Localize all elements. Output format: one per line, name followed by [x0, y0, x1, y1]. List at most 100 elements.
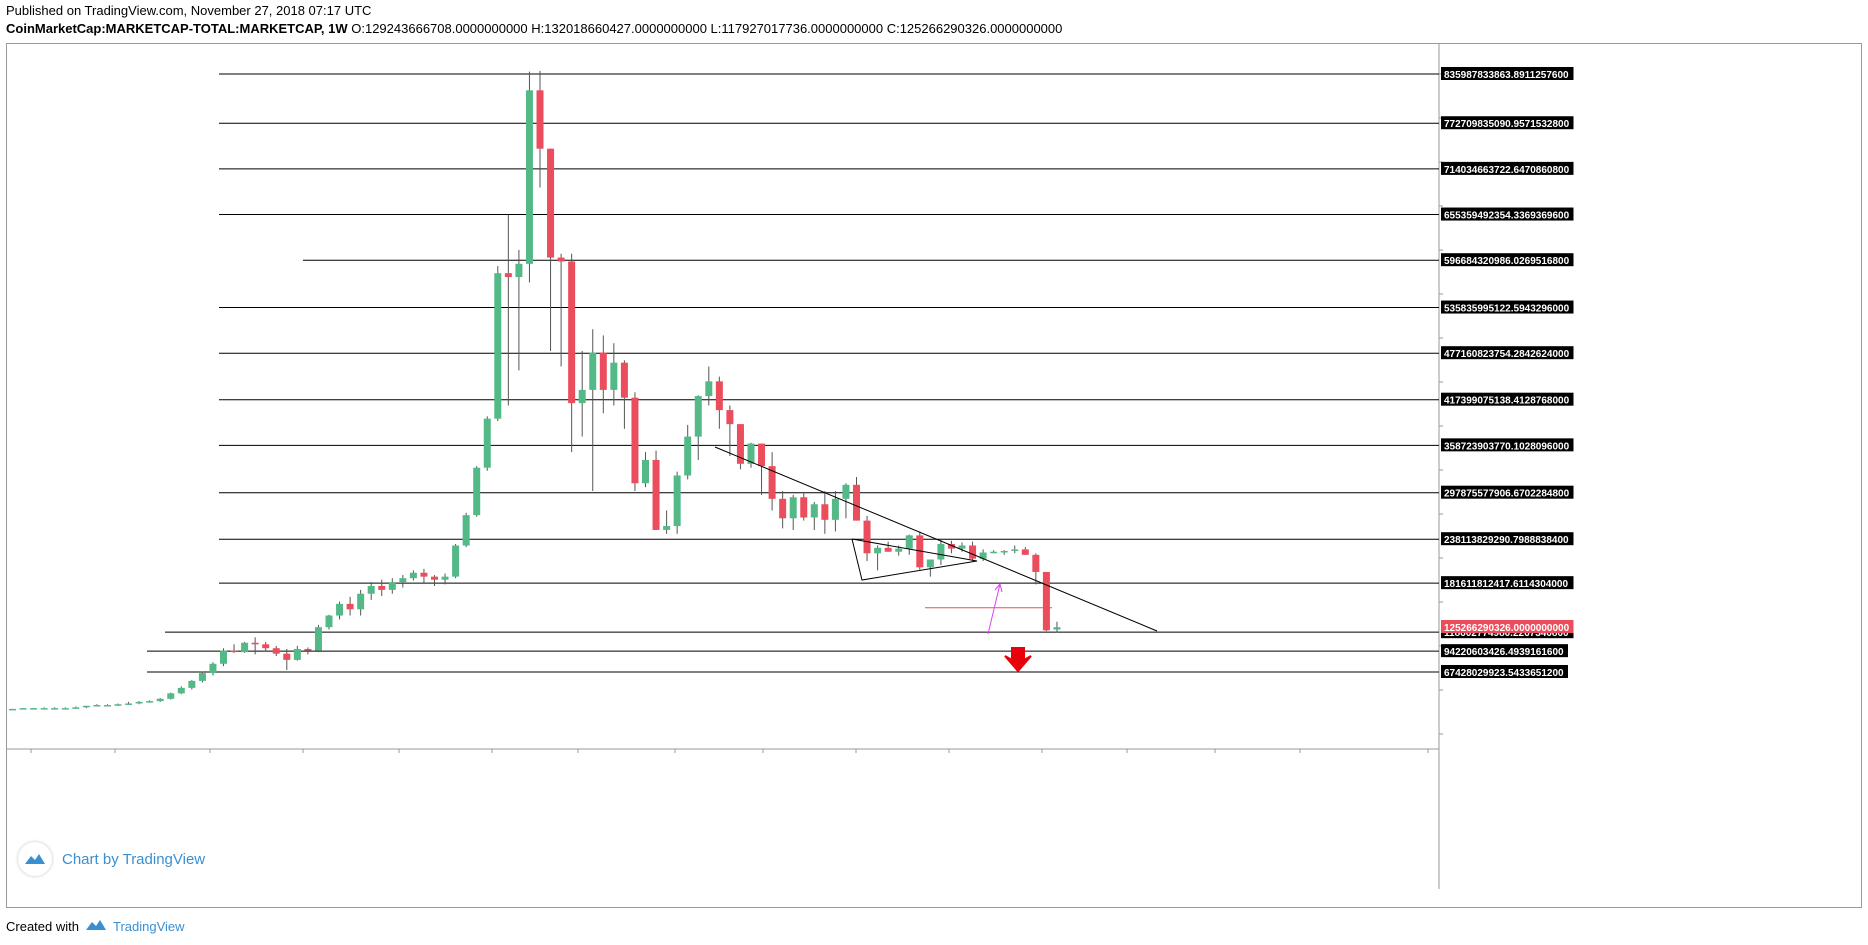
tradingview-link[interactable]: TradingView	[112, 919, 185, 934]
candle-body	[905, 535, 913, 549]
candle-body	[209, 663, 217, 674]
candle-body	[272, 648, 280, 654]
candle-body	[51, 708, 59, 710]
published-info: Published on TradingView.com, November 2…	[6, 3, 372, 18]
candle-body	[589, 352, 597, 390]
candle-body	[125, 703, 133, 705]
current-price-label: 125266290326.0000000000	[1444, 623, 1570, 634]
candle-body	[726, 410, 734, 425]
candle-body	[251, 642, 259, 645]
watermark-label: Chart by TradingView	[62, 850, 206, 868]
price-level-label-bg	[1441, 67, 1574, 80]
footer: Created with TradingView	[6, 918, 185, 935]
candle-body	[652, 459, 660, 530]
candle-body	[673, 475, 681, 527]
candle-body	[947, 543, 955, 549]
candle-body	[831, 498, 839, 520]
candle-body	[1042, 571, 1050, 631]
price-level-label: 417399075138.4128768000	[1444, 396, 1570, 407]
candle-body	[990, 551, 998, 554]
price-level-label: 535835995122.5943296000	[1444, 304, 1570, 315]
candle-body	[82, 705, 90, 708]
price-level-label: 238113829290.7988838400	[1444, 535, 1569, 546]
price-level-label: 596684320986.0269516800	[1444, 256, 1570, 267]
triangle-pattern	[851, 538, 978, 581]
candle-body	[631, 397, 639, 484]
price-level-label-bg	[1441, 576, 1574, 590]
price-level-label-bg	[1441, 392, 1574, 406]
candle-body	[874, 547, 882, 554]
chart-frame[interactable]: 835987833863.8911257600 772709835090.9571…	[6, 43, 1862, 908]
candle-body	[694, 396, 702, 437]
candle-body	[863, 520, 871, 554]
candle-body	[441, 576, 449, 580]
current-price-label-bg	[1441, 619, 1574, 633]
candle-body	[663, 526, 671, 530]
candle-body	[230, 650, 238, 653]
candle-body	[705, 381, 713, 397]
candle-body	[768, 466, 776, 499]
price-level-label: 67428029923.5433651200	[1444, 668, 1564, 679]
symbol-line: CoinMarketCap:MARKETCAP-TOTAL:MARKETCAP,…	[6, 21, 1062, 36]
candle-body	[926, 559, 934, 568]
price-level-label: 835987833863.8911257600	[1444, 70, 1569, 81]
candle-body	[420, 572, 428, 577]
candle-body	[747, 443, 755, 464]
candle-body	[336, 603, 344, 616]
candle-body	[357, 593, 365, 610]
price-level-label-bg	[1441, 346, 1574, 360]
candle-body	[241, 642, 249, 653]
candle-body	[937, 543, 945, 560]
candle-body	[177, 687, 185, 694]
candle-body	[1053, 627, 1061, 630]
price-chart[interactable]: 835987833863.8911257600 772709835090.9571…	[7, 44, 1863, 909]
projection-arrow-head	[994, 582, 1003, 593]
candle-body	[409, 572, 417, 579]
candle-body	[367, 585, 375, 594]
candle-body	[758, 443, 766, 467]
candle-body	[198, 673, 206, 681]
symbol-name: CoinMarketCap:MARKETCAP-TOTAL:MARKETCAP,…	[6, 21, 348, 36]
candle-body	[1021, 549, 1029, 555]
candle-body	[156, 698, 164, 702]
candle-body	[715, 381, 723, 411]
candle-body	[314, 627, 322, 651]
candle-body	[9, 708, 16, 711]
candle-body	[853, 484, 860, 521]
candle-body	[135, 701, 143, 704]
candle-body	[293, 648, 301, 660]
candle-body	[494, 273, 502, 419]
candle-body	[220, 650, 227, 664]
price-level-label-bg	[1441, 532, 1574, 546]
candle-body	[40, 708, 48, 710]
candle-body	[399, 578, 407, 583]
down-arrow-icon	[1004, 647, 1032, 673]
candle-body	[810, 504, 818, 518]
candle-body	[515, 263, 523, 278]
created-with-label: Created with	[6, 919, 79, 934]
candle-body	[568, 261, 576, 404]
price-level-label: 94220603426.4939161600	[1444, 647, 1564, 658]
candle-body	[114, 704, 122, 706]
candle-body	[779, 498, 787, 519]
candle-body	[262, 644, 270, 649]
candle-body	[789, 497, 797, 519]
candle-body	[72, 707, 80, 709]
tradingview-logo-icon	[18, 842, 52, 876]
candle-body	[1032, 554, 1040, 572]
candle-body	[536, 90, 544, 149]
candle-body	[610, 362, 618, 390]
chart-watermark[interactable]: Chart by TradingView	[18, 842, 205, 876]
candle-body	[895, 548, 903, 552]
candle-body	[462, 515, 470, 546]
price-level-label-bg	[1441, 644, 1568, 658]
candle-body	[842, 484, 850, 499]
candle-body	[103, 705, 111, 707]
candle-body	[1000, 550, 1008, 553]
ohlc-values: O:129243666708.0000000000 H:132018660427…	[351, 21, 1063, 36]
candle-body	[431, 576, 438, 580]
price-level-label: 655359492354.3369369600	[1444, 211, 1570, 222]
price-level-label: 118602774980.2267340800	[1444, 628, 1569, 639]
candle-body	[547, 148, 555, 258]
candle-body	[736, 424, 744, 464]
